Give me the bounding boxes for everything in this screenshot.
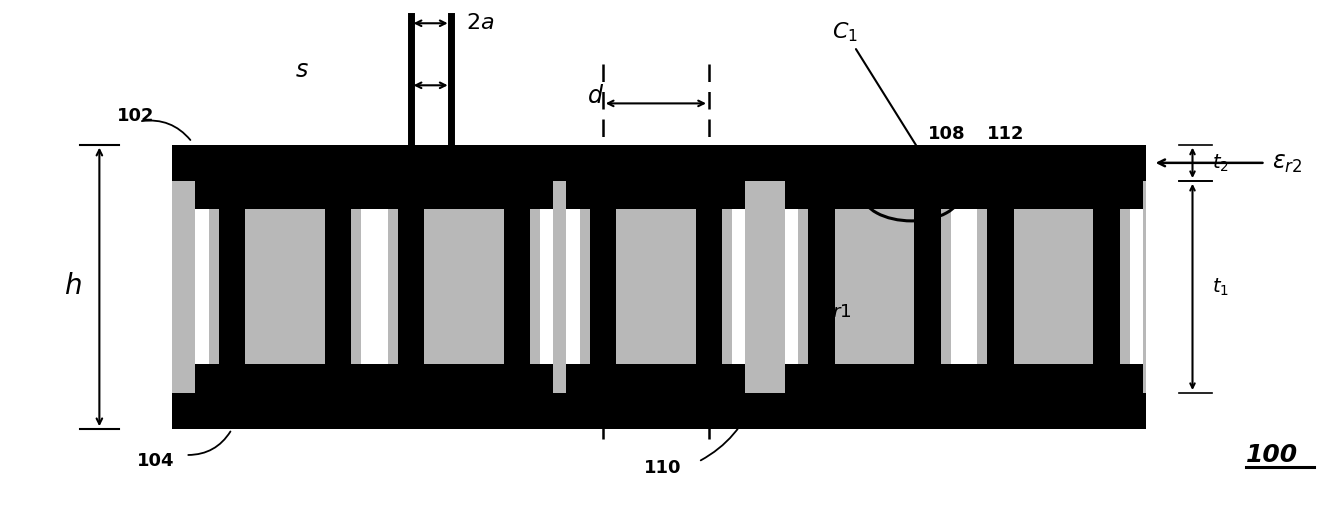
Bar [325, 181, 351, 393]
Bar [196, 364, 268, 393]
Bar [374, 181, 447, 209]
Text: 108: 108 [927, 126, 965, 143]
Bar [245, 181, 325, 209]
Bar [784, 364, 859, 393]
Text: $t_1$: $t_1$ [1212, 276, 1230, 298]
Bar [696, 181, 722, 393]
Bar [567, 181, 639, 209]
Bar [673, 364, 746, 393]
Bar [172, 181, 1146, 393]
Bar [914, 181, 941, 393]
Bar [219, 181, 245, 393]
Bar [398, 181, 424, 393]
Bar [424, 364, 504, 393]
Text: $d$: $d$ [587, 84, 604, 108]
Bar [1093, 181, 1120, 393]
Bar [963, 181, 1142, 393]
Bar [1014, 364, 1093, 393]
Bar [504, 181, 530, 393]
Bar [987, 181, 1014, 393]
Text: $C_1$: $C_1$ [832, 20, 924, 157]
Bar [172, 145, 1146, 181]
Bar [374, 364, 447, 393]
Bar [567, 181, 745, 393]
Text: $2a$: $2a$ [466, 12, 494, 34]
Bar [616, 181, 696, 209]
Bar [696, 181, 722, 393]
Bar [987, 181, 1014, 393]
Bar [784, 181, 963, 393]
Bar [616, 364, 696, 393]
Bar [808, 181, 835, 393]
Bar [374, 181, 554, 393]
Bar [963, 181, 1036, 209]
Bar [209, 209, 360, 364]
Bar [480, 181, 554, 209]
Bar [808, 181, 835, 393]
Bar [398, 181, 424, 393]
Bar [914, 181, 941, 393]
Bar [196, 181, 268, 209]
Bar [219, 181, 245, 393]
Bar [387, 209, 541, 364]
Bar [590, 181, 616, 393]
Bar [480, 364, 554, 393]
Text: $\varepsilon_{r1}$: $\varepsilon_{r1}$ [818, 295, 852, 320]
Bar [580, 209, 731, 364]
Text: $s$: $s$ [295, 58, 309, 82]
Bar [1093, 181, 1120, 393]
Text: 110: 110 [644, 459, 681, 477]
Bar [1071, 364, 1142, 393]
Bar [301, 364, 374, 393]
Bar [835, 364, 914, 393]
Bar [835, 181, 914, 209]
Text: 112: 112 [987, 126, 1024, 143]
Text: 100: 100 [1246, 443, 1297, 467]
Text: 106: 106 [611, 175, 648, 192]
Bar [504, 181, 530, 393]
Bar [301, 181, 374, 209]
Text: 104: 104 [136, 452, 174, 470]
Bar [963, 364, 1036, 393]
Bar [196, 181, 374, 393]
Bar [245, 364, 325, 393]
Text: 102: 102 [117, 108, 154, 125]
Bar [590, 181, 616, 393]
Bar [424, 181, 504, 209]
Bar [890, 181, 965, 209]
Bar [1014, 181, 1093, 209]
Bar [172, 393, 1146, 429]
Bar [567, 364, 639, 393]
Text: $t_2$: $t_2$ [1212, 152, 1230, 174]
Text: $h$: $h$ [64, 273, 82, 300]
Bar [890, 364, 965, 393]
Bar [798, 209, 950, 364]
Bar [978, 209, 1129, 364]
Bar [325, 181, 351, 393]
Bar [673, 181, 746, 209]
Text: $\varepsilon_{r2}$: $\varepsilon_{r2}$ [1272, 151, 1302, 175]
Bar [784, 181, 859, 209]
Bar [1071, 181, 1142, 209]
